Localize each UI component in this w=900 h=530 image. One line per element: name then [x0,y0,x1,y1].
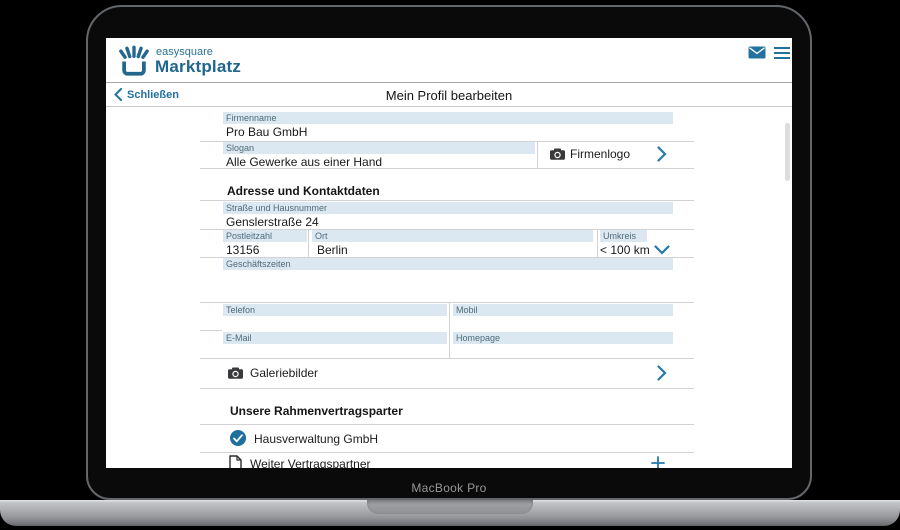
partners-section-title: Unsere Rahmenvertragsparter [230,404,403,418]
firmenname-input[interactable]: Pro Bau GmbH [226,125,308,139]
storefront-logo-icon [119,45,149,76]
divider [200,200,694,201]
geschaeftszeiten-label: Geschäftszeiten [223,258,673,270]
brand-name-bottom: Marktplatz [155,57,242,76]
column-divider [537,141,538,168]
divider [200,358,694,359]
divider [200,302,694,303]
slogan-label: Slogan [223,142,535,154]
header-divider [106,82,792,83]
umkreis-label: Umkreis [600,230,647,242]
divider [200,330,222,331]
chevron-right-icon[interactable] [657,146,667,162]
strasse-label: Straße und Hausnummer [223,202,673,214]
scrollbar-thumb[interactable] [785,123,790,181]
close-back-button[interactable]: Schließen [114,88,179,101]
postleitzahl-input[interactable]: 13156 [226,243,260,257]
back-label: Schließen [127,88,179,101]
camera-icon [228,367,243,379]
laptop-hinge-notch [367,500,533,514]
column-divider [449,302,450,358]
divider [200,141,694,142]
strasse-input[interactable]: Genslerstraße 24 [226,215,319,229]
ort-input[interactable]: Berlin [317,243,348,257]
camera-icon [550,148,565,160]
geschaeftszeiten-input[interactable] [226,272,671,300]
email-input[interactable] [226,345,444,360]
check-circle-icon[interactable] [230,430,246,446]
check-icon [233,433,243,443]
brand-name-top: easysquare [156,46,213,58]
subheader-divider [106,106,792,107]
divider [200,388,694,389]
divider [200,257,694,258]
telefon-label: Telefon [223,304,447,316]
mobil-label: Mobil [453,304,673,316]
email-label: E-Mail [223,332,447,344]
divider [200,168,694,169]
column-divider [597,229,598,257]
mail-icon[interactable] [748,46,766,59]
firmenlogo-button-label[interactable]: Firmenlogo [570,147,631,161]
chevron-right-icon[interactable] [657,365,667,381]
document-icon [229,455,242,468]
ort-label: Ort [312,230,593,242]
macbook-label: MacBook Pro [411,481,487,495]
homepage-label: Homepage [453,332,673,344]
homepage-input[interactable] [456,345,670,360]
partner-row-label[interactable]: Hausverwaltung GmbH [254,432,379,446]
slogan-input[interactable]: Alle Gewerke aus einer Hand [226,155,383,169]
column-divider [308,229,309,257]
add-partner-row-label[interactable]: Weiter Vertragspartner [250,457,371,468]
chevron-left-icon [114,88,122,101]
divider [200,229,694,230]
chevron-down-icon[interactable] [654,245,670,255]
divider [200,424,694,425]
mobil-input[interactable] [456,317,670,332]
page-title: Mein Profil bearbeiten [385,88,513,103]
divider [200,452,694,453]
menu-icon[interactable] [774,47,790,59]
laptop-screen: easysquare Marktplatz Schließen Mein Pro… [106,38,792,468]
plus-icon[interactable] [651,456,665,468]
postleitzahl-label: Postleitzahl [223,230,307,242]
firmenname-label: Firmenname [223,112,673,124]
address-section-title: Adresse und Kontaktdaten [227,184,380,198]
umkreis-select[interactable]: < 100 km [600,243,650,257]
telefon-input[interactable] [226,317,444,332]
galeriebilder-button-label[interactable]: Galeriebilder [250,366,319,380]
